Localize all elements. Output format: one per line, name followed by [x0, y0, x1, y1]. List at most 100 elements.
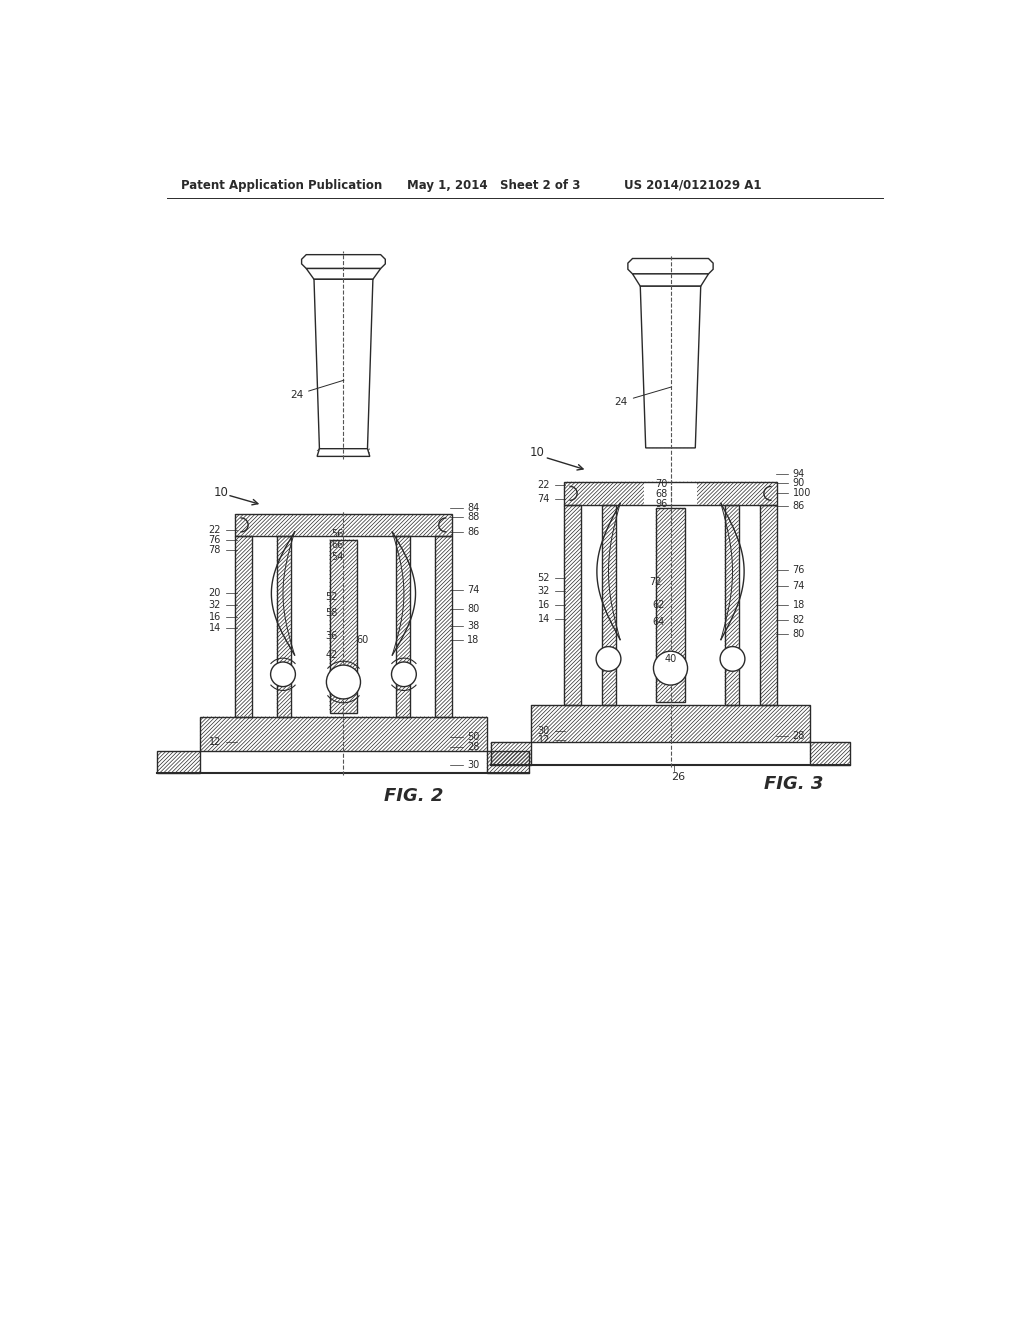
Bar — [486, 751, 529, 774]
Bar — [564, 506, 581, 705]
Text: 74: 74 — [467, 585, 480, 594]
Text: 66: 66 — [331, 540, 343, 550]
Bar — [314, 268, 373, 280]
Text: 12: 12 — [209, 737, 221, 747]
Text: 10: 10 — [529, 446, 544, 459]
Bar — [760, 506, 777, 705]
Bar — [396, 536, 410, 717]
Circle shape — [270, 663, 295, 686]
Bar — [234, 515, 452, 536]
Text: 30: 30 — [467, 760, 479, 770]
Bar — [490, 742, 531, 766]
Text: 72: 72 — [649, 577, 662, 587]
Bar — [655, 508, 685, 702]
Text: 22: 22 — [538, 480, 550, 490]
Text: 22: 22 — [209, 524, 221, 535]
Bar — [644, 482, 697, 506]
Text: 12: 12 — [538, 735, 550, 744]
Text: 52: 52 — [326, 593, 338, 602]
Text: 14: 14 — [538, 614, 550, 624]
Bar — [200, 717, 486, 751]
Text: 78: 78 — [209, 545, 221, 554]
Text: 74: 74 — [538, 494, 550, 504]
Text: 24: 24 — [614, 387, 671, 407]
Text: 20: 20 — [209, 589, 221, 598]
Polygon shape — [302, 255, 385, 268]
Text: 84: 84 — [467, 503, 479, 513]
Polygon shape — [640, 286, 700, 447]
Text: 86: 86 — [793, 502, 805, 511]
Text: 64: 64 — [652, 616, 665, 627]
Text: FIG. 2: FIG. 2 — [384, 787, 443, 805]
Text: 68: 68 — [655, 490, 668, 499]
Text: 32: 32 — [209, 601, 221, 610]
Bar — [725, 506, 738, 705]
Bar — [306, 255, 381, 268]
Text: 16: 16 — [209, 611, 221, 622]
Bar — [276, 536, 291, 717]
Bar — [810, 742, 850, 766]
Text: 30: 30 — [538, 726, 550, 737]
Text: 32: 32 — [538, 586, 550, 597]
Text: 76: 76 — [209, 535, 221, 545]
Text: 94: 94 — [793, 469, 805, 479]
Polygon shape — [628, 259, 713, 275]
Bar — [640, 275, 700, 286]
Text: 36: 36 — [326, 631, 338, 640]
Text: 74: 74 — [793, 581, 805, 591]
Circle shape — [653, 651, 687, 685]
Circle shape — [327, 665, 360, 700]
Text: 42: 42 — [326, 649, 338, 660]
Bar — [633, 259, 709, 275]
Text: 18: 18 — [793, 601, 805, 610]
Circle shape — [391, 663, 417, 686]
Bar — [330, 540, 357, 713]
Text: 96: 96 — [655, 499, 668, 510]
Bar — [435, 536, 452, 717]
Text: 60: 60 — [356, 635, 369, 644]
Bar — [490, 742, 531, 766]
Text: FIG. 3: FIG. 3 — [764, 775, 823, 793]
Bar — [531, 705, 810, 742]
Bar — [234, 515, 452, 536]
Text: 86: 86 — [467, 527, 479, 537]
Text: US 2014/0121029 A1: US 2014/0121029 A1 — [624, 178, 762, 191]
Text: 90: 90 — [793, 478, 805, 488]
Bar — [158, 751, 200, 774]
Text: 58: 58 — [326, 607, 338, 618]
Bar — [646, 286, 695, 447]
Text: 56: 56 — [331, 529, 343, 539]
Text: 10: 10 — [214, 486, 228, 499]
Polygon shape — [317, 449, 370, 457]
Text: 28: 28 — [467, 742, 480, 752]
Bar — [725, 506, 738, 705]
Text: 82: 82 — [793, 615, 805, 626]
Bar — [564, 482, 777, 506]
Text: 100: 100 — [793, 487, 811, 498]
Text: 16: 16 — [538, 601, 550, 610]
Bar — [200, 717, 486, 751]
Text: May 1, 2014   Sheet 2 of 3: May 1, 2014 Sheet 2 of 3 — [407, 178, 581, 191]
Text: 88: 88 — [467, 512, 479, 523]
Circle shape — [720, 647, 744, 672]
Text: 28: 28 — [793, 731, 805, 741]
Bar — [602, 506, 616, 705]
Bar — [435, 536, 452, 717]
Text: 14: 14 — [209, 623, 221, 634]
Bar — [810, 742, 850, 766]
Bar — [531, 705, 810, 742]
Text: 54: 54 — [331, 552, 343, 562]
Polygon shape — [306, 268, 381, 280]
Text: 50: 50 — [467, 733, 480, 742]
Bar — [158, 751, 200, 774]
Text: 38: 38 — [467, 620, 479, 631]
Text: 76: 76 — [793, 565, 805, 576]
Polygon shape — [633, 275, 709, 286]
Polygon shape — [314, 280, 373, 449]
Bar — [655, 508, 685, 702]
Bar — [330, 540, 357, 713]
Text: 80: 80 — [467, 603, 479, 614]
Circle shape — [596, 647, 621, 672]
Bar — [317, 449, 370, 457]
Text: 40: 40 — [665, 653, 677, 664]
